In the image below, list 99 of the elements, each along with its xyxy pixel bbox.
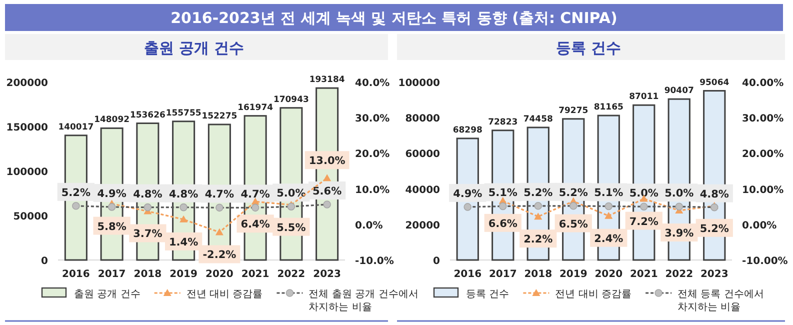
y-tick-label: 0 [41,256,48,267]
data-label: 4.7% [240,188,270,201]
data-label: 6.6% [488,218,518,230]
x-tick-label: 2017 [98,269,126,280]
data-label: 79275 [558,106,588,116]
data-label: 5.5% [276,222,306,234]
data-label: 87011 [629,92,659,102]
data-label: 5.2% [700,222,730,235]
x-tick-label: 2022 [665,269,694,280]
data-label: 72823 [488,117,518,128]
x-tick-label: 2017 [488,269,517,280]
y2-tick-label: -10.00% [742,256,788,267]
y2-tick-label: 40.00% [742,78,784,89]
x-tick-label: 2016 [62,269,90,280]
y2-tick-label: 10.00% [742,184,784,196]
data-label: 152275 [202,111,238,122]
y-tick-label: 100000 [398,78,440,89]
data-label: 5.2% [524,186,554,199]
data-label: 6.5% [558,218,588,230]
y2-tick-label: 30.00% [742,114,784,125]
y-tick-label: 80000 [405,114,440,125]
legend-label: 전년 대비 증감률 [186,289,263,300]
x-tick-label: 2019 [170,269,198,280]
y-tick-label: 50000 [13,212,48,222]
y2-tick-label: 20.00% [742,149,784,160]
legend-label: 등록 건수 [466,289,510,300]
x-tick-label: 2020 [206,269,234,280]
data-label: 2.2% [524,234,554,246]
x-tick-label: 2019 [559,269,588,280]
legend-label: 전체 출원 공개 건수에서 차지하는 비율 [308,289,418,313]
data-label: 5.1% [488,187,518,200]
point [323,174,332,182]
data-label: 68298 [452,125,482,136]
data-label: 5.6% [312,185,342,198]
data-label: 5.2% [558,186,588,199]
y2-tick-label: 20.0% [355,149,390,160]
data-label: 7.2% [629,216,659,228]
y2-tick-label: 10.0% [355,184,390,196]
data-label: 3.9% [664,228,694,240]
point [215,228,224,236]
data-label: 155755 [166,108,202,118]
data-label: 81165 [594,102,624,113]
data-label: 95064 [700,78,730,88]
data-label: 193184 [309,75,345,86]
y2-tick-label: 0.00% [742,220,777,232]
data-label: 5.0% [664,188,694,200]
data-label: 3.7% [133,228,163,240]
data-label: 4.9% [453,188,483,200]
data-label: 153626 [130,110,166,120]
y2-tick-label: 40.0% [355,78,390,89]
data-label: 5.1% [594,187,624,200]
x-tick-label: 2021 [630,269,658,280]
data-label: 161974 [238,102,274,113]
legend-label: 출원 공개 건수 [74,289,140,300]
point [180,215,188,222]
x-tick-label: 2016 [454,269,482,280]
data-label: 4.7% [204,188,234,201]
data-label: 13.0% [308,155,346,168]
y2-tick-label: -10.0% [355,256,394,267]
chart-subtitle: 출원 공개 건수 [144,39,244,57]
x-tick-label: 2022 [277,269,306,280]
y-tick-label: 150000 [6,122,48,134]
data-label: 6.4% [240,218,270,231]
data-label: 74458 [523,114,553,124]
y-tick-label: 100000 [6,167,48,178]
y-tick-label: 0 [433,256,440,267]
data-label: -2.2% [202,249,237,262]
data-label: 5.0% [276,188,306,200]
x-tick-label: 2018 [134,269,162,280]
y-tick-label: 60000 [405,149,440,160]
x-tick-label: 2020 [594,269,623,280]
data-label: 4.8% [169,188,199,200]
point [534,212,542,220]
data-label: 4.9% [97,188,127,200]
data-label: 1.4% [169,236,199,248]
x-tick-label: 2023 [313,269,342,280]
x-tick-label: 2018 [524,269,552,280]
y-tick-label: 200000 [6,78,48,89]
data-label: 90407 [664,86,694,96]
data-label: 5.0% [629,188,659,200]
data-label: 148092 [94,115,130,126]
legend-label: 전년 대비 증감률 [555,289,632,300]
point [604,212,613,219]
text: 2016-2023년 전 세계 녹색 및 저탄소 특허 동향 (출처: CNIPA) [170,9,618,27]
data-label: 170943 [273,94,310,105]
y-tick-label: 20000 [405,220,440,232]
data-label: 140017 [58,122,94,132]
y2-tick-label: 30.0% [355,114,390,125]
data-label: 5.8% [97,220,127,233]
data-label: 4.8% [133,188,163,200]
data-label: 5.2% [61,186,91,199]
y2-tick-label: 0.0% [355,220,383,232]
data-label: 4.8% [700,188,730,200]
chart-subtitle: 등록 건수 [556,39,622,57]
y-tick-label: 40000 [405,184,440,196]
data-label: 2.4% [594,232,624,245]
x-tick-label: 2023 [700,269,728,280]
legend-label: 전체 등록 건수에서 차지하는 비율 [678,289,764,313]
x-tick-label: 2021 [241,269,270,280]
